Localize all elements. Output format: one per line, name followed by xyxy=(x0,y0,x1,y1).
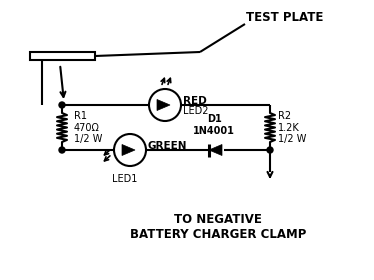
Text: D1
1N4001: D1 1N4001 xyxy=(193,115,235,136)
Text: TEST PLATE: TEST PLATE xyxy=(246,11,324,24)
Text: RED: RED xyxy=(183,96,207,106)
Text: GREEN: GREEN xyxy=(148,141,187,151)
Polygon shape xyxy=(122,144,135,155)
Bar xyxy=(30,52,95,60)
Text: LED1: LED1 xyxy=(112,174,137,184)
Polygon shape xyxy=(157,99,170,111)
Text: R2
1.2K
1/2 W: R2 1.2K 1/2 W xyxy=(278,111,306,144)
Text: R1
470Ω
1/2 W: R1 470Ω 1/2 W xyxy=(74,111,102,144)
Text: LED2: LED2 xyxy=(183,106,208,116)
Circle shape xyxy=(59,147,65,153)
Circle shape xyxy=(59,102,65,108)
Text: TO NEGATIVE
BATTERY CHARGER CLAMP: TO NEGATIVE BATTERY CHARGER CLAMP xyxy=(130,213,306,241)
Circle shape xyxy=(149,89,181,121)
Circle shape xyxy=(267,147,273,153)
Polygon shape xyxy=(209,144,222,155)
Circle shape xyxy=(114,134,146,166)
